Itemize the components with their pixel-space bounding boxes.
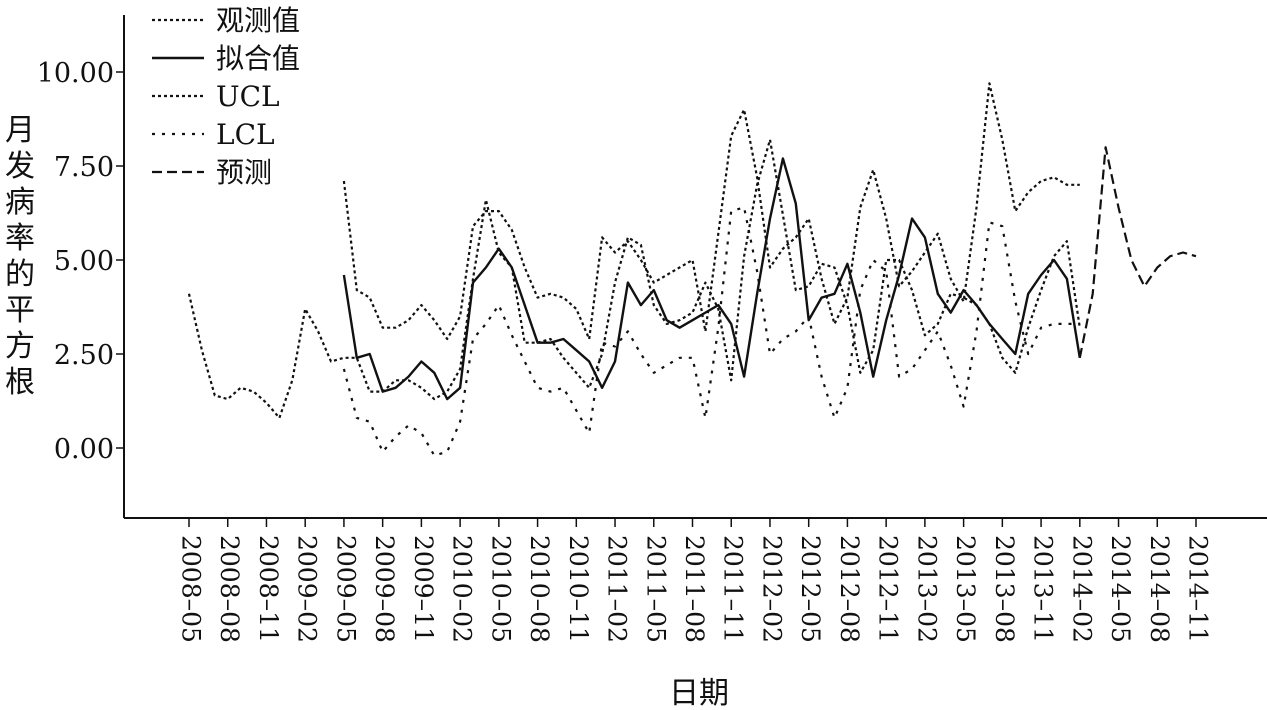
- series-line-3: [342, 82, 1080, 341]
- x-tick-label: 2012–08: [835, 535, 864, 643]
- x-tick-label: 2011–05: [641, 535, 670, 643]
- series-line-4: [342, 206, 1080, 457]
- y-tick-label: 10.00: [37, 58, 114, 89]
- x-tick-label: 2014–08: [1145, 535, 1174, 643]
- x-tick-label: 2009–02: [293, 535, 322, 643]
- y-tick-label: 5.00: [54, 246, 114, 277]
- x-tick-label: 2009–11: [409, 535, 438, 643]
- x-tick-label: 2012–11: [874, 535, 903, 643]
- x-tick-label: 2010–11: [564, 535, 593, 643]
- y-tick-label: 0.00: [54, 434, 114, 465]
- x-tick-label: 2013–08: [990, 535, 1019, 643]
- legend-label: 观测值: [216, 4, 300, 37]
- x-ticks: 2008–05 2008–08 2008–11 2009–02 2009–05 2009–…: [177, 518, 1213, 643]
- x-tick-label: 2013–11: [1029, 535, 1058, 643]
- y-ticks: 0.00 2.50 5.00 7.50 10.00: [37, 58, 124, 465]
- legend-label: 拟合值: [216, 42, 300, 75]
- x-tick-label: 2010–02: [448, 535, 477, 643]
- y-tick-label: 2.50: [54, 340, 114, 371]
- x-axis-title: 日期: [669, 676, 729, 710]
- x-tick-label: 2009–08: [370, 535, 399, 643]
- x-tick-label: 2011–08: [680, 535, 709, 643]
- legend-label: LCL: [216, 118, 275, 151]
- y-axis-title: 月发病率的平方根: [5, 113, 35, 400]
- legend-label: UCL: [216, 80, 280, 113]
- x-tick-label: 2014–05: [1106, 535, 1135, 643]
- series-line-5: [1078, 146, 1197, 359]
- x-tick-label: 2014–11: [1184, 535, 1213, 643]
- x-tick-label: 2013–05: [951, 535, 980, 643]
- x-tick-label: 2012–05: [796, 535, 825, 643]
- y-tick-label: 7.50: [54, 152, 114, 183]
- x-tick-label: 2011–02: [603, 535, 632, 643]
- x-tick-label: 2011–11: [719, 535, 748, 643]
- series-layer: [187, 82, 1197, 457]
- legend-label: 预测: [216, 156, 272, 189]
- x-tick-label: 2008–08: [215, 535, 244, 643]
- x-tick-label: 2014–02: [1067, 535, 1096, 643]
- x-tick-label: 2012–02: [757, 535, 786, 643]
- series-line-2: [342, 157, 1081, 401]
- x-tick-label: 2010–05: [486, 535, 515, 643]
- x-tick-label: 2009–05: [331, 535, 360, 643]
- x-tick-label: 2010–08: [525, 535, 554, 643]
- series-line-1: [187, 138, 1081, 419]
- x-tick-label: 2013–02: [912, 535, 941, 643]
- axes: [123, 15, 1267, 519]
- x-tick-label: 2008–05: [177, 535, 206, 643]
- x-tick-label: 2008–11: [254, 535, 283, 643]
